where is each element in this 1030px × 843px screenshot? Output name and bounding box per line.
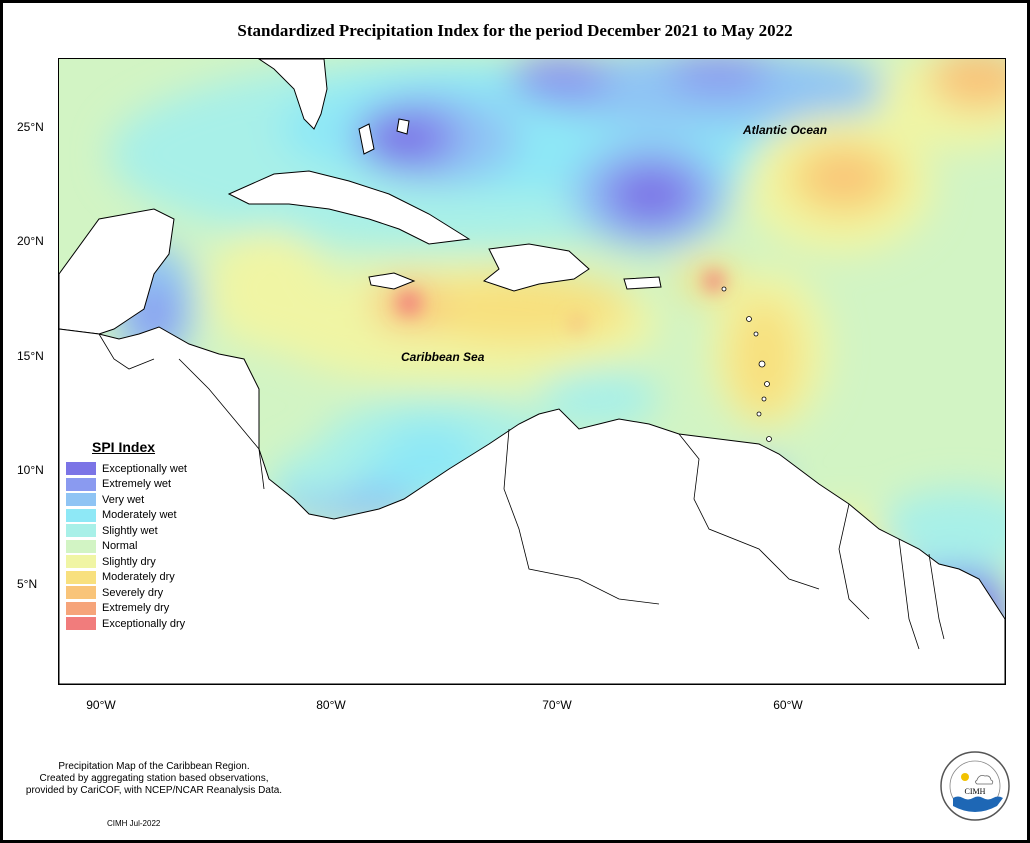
legend-swatch [66, 539, 96, 553]
legend-label: Extremely dry [102, 602, 170, 615]
lat-tick-10: 10°N [17, 463, 44, 477]
legend-label: Moderately wet [102, 509, 177, 522]
caribbean-sea-label: Caribbean Sea [401, 350, 485, 364]
cloud-icon [975, 775, 994, 785]
legend-label: Exceptionally dry [102, 617, 186, 630]
legend-item: Slightly wet [66, 523, 206, 539]
legend-label: Moderately dry [102, 571, 175, 584]
legend-swatch [66, 617, 96, 631]
footer-line-3: provided by CariCOF, with NCEP/NCAR Rean… [25, 785, 283, 796]
lon-tick-60: 60°W [773, 698, 803, 712]
lat-tick-5: 5°N [17, 577, 38, 591]
map-title: Standardized Precipitation Index for the… [237, 21, 793, 40]
legend-item: Normal [66, 539, 206, 555]
legend-label: Slightly wet [102, 524, 158, 537]
svg-text:CIMH: CIMH [965, 787, 986, 796]
legend-item: Moderately dry [66, 570, 206, 586]
spi-hotspots [397, 271, 724, 330]
legend-item: Exceptionally wet [66, 461, 206, 477]
legend-swatch [66, 524, 96, 538]
lat-tick-20: 20°N [17, 234, 44, 248]
legend-item: Exceptionally dry [66, 616, 206, 632]
legend-title: SPI Index [92, 439, 156, 455]
atlantic-ocean-label: Atlantic Ocean [743, 123, 828, 137]
spi-legend: SPI Index Exceptionally wet Extremely wet… [66, 439, 206, 632]
legend-swatch [66, 601, 96, 615]
legend-label: Slightly dry [102, 555, 156, 568]
legend-label: Extremely wet [102, 478, 172, 491]
legend-label: Severely dry [102, 586, 164, 599]
legend-item: Very wet [66, 492, 206, 508]
legend-swatch [66, 462, 96, 476]
lesser-antilles [721, 286, 772, 442]
legend-label: Exceptionally wet [102, 462, 187, 475]
map-footer: Precipitation Map of the Caribbean Regio… [9, 761, 299, 797]
footer-line-2: Created by aggregating station based obs… [39, 773, 269, 784]
waves-icon [953, 796, 1003, 812]
legend-rows: Exceptionally wet Extremely wet Very wet Mo… [66, 461, 206, 632]
legend-item: Extremely dry [66, 601, 206, 617]
sun-icon [961, 773, 969, 781]
legend-swatch [66, 586, 96, 600]
lon-tick-70: 70°W [542, 698, 572, 712]
legend-swatch [66, 508, 96, 522]
legend-swatch [66, 570, 96, 584]
legend-item: Slightly dry [66, 554, 206, 570]
legend-label: Very wet [102, 493, 145, 506]
legend-swatch [66, 477, 96, 491]
spi-map [58, 58, 1006, 685]
cimh-logo: CIMH [940, 751, 1010, 821]
lat-tick-25: 25°N [17, 120, 44, 134]
legend-label: Normal [102, 540, 138, 553]
legend-item: Extremely wet [66, 477, 206, 493]
footer-line-1: Precipitation Map of the Caribbean Regio… [58, 761, 250, 772]
lat-tick-15: 15°N [17, 349, 44, 363]
spi-map-svg [59, 59, 1005, 684]
land-masses [59, 59, 1005, 684]
legend-item: Severely dry [66, 585, 206, 601]
lon-tick-80: 80°W [316, 698, 346, 712]
borders [98, 333, 945, 650]
legend-swatch [66, 493, 96, 507]
footer-date: CIMH Jul-2022 [107, 819, 161, 828]
lon-tick-90: 90°W [86, 698, 116, 712]
legend-swatch [66, 555, 96, 569]
legend-item: Moderately wet [66, 508, 206, 524]
